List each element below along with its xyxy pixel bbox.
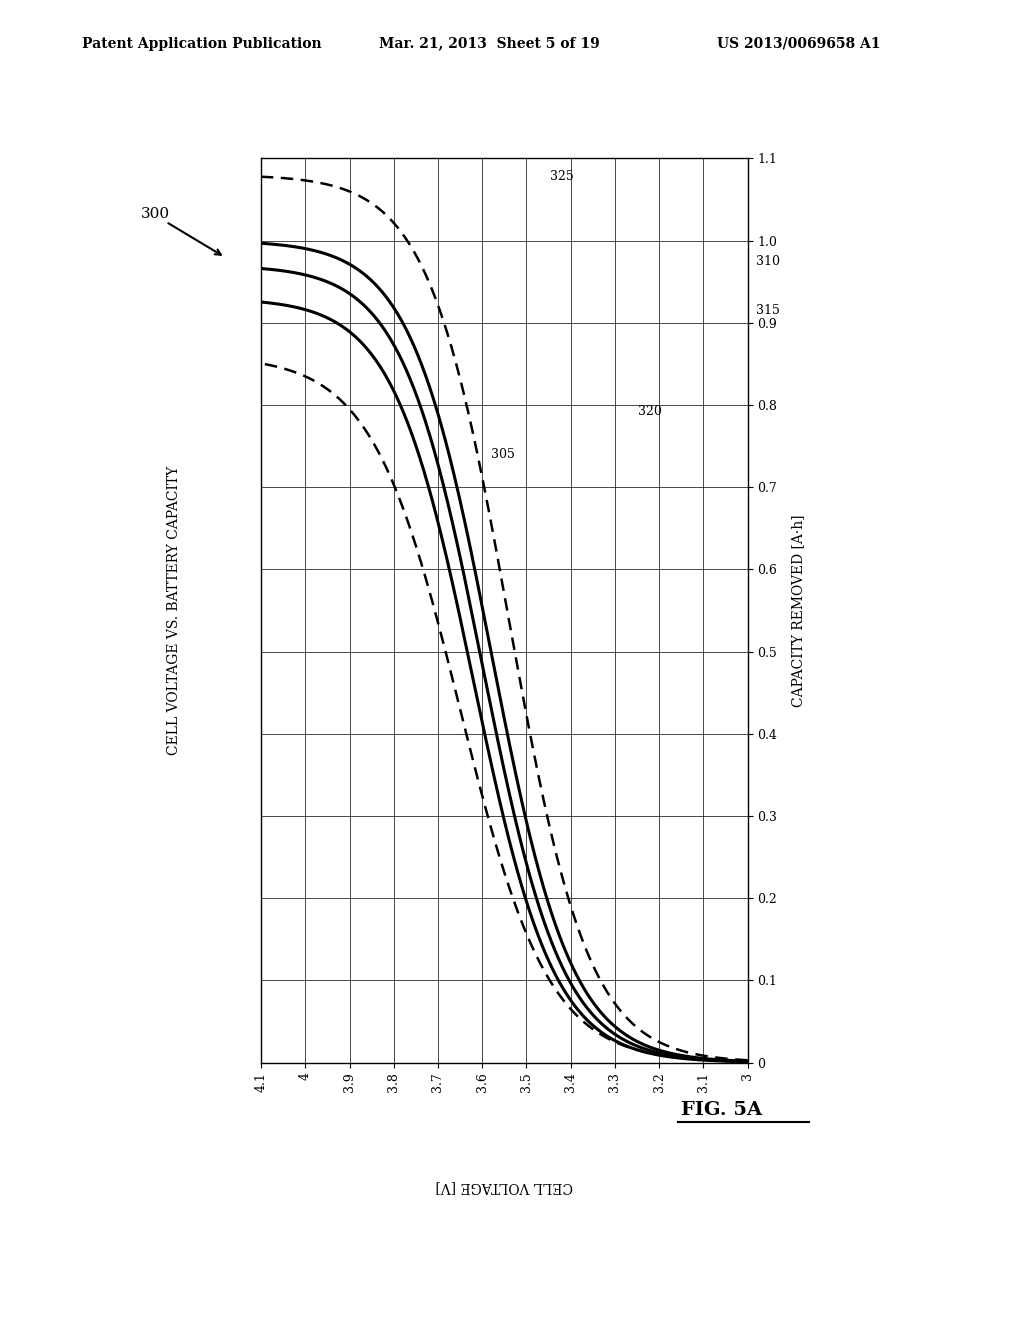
Text: 325: 325: [550, 170, 573, 183]
Text: CELL VOLTAGE VS. BATTERY CAPACITY: CELL VOLTAGE VS. BATTERY CAPACITY: [167, 466, 180, 755]
Text: 305: 305: [492, 447, 515, 461]
Text: 300: 300: [141, 207, 170, 220]
Text: 310: 310: [757, 255, 780, 268]
Text: Patent Application Publication: Patent Application Publication: [82, 37, 322, 50]
Text: 315: 315: [757, 304, 780, 317]
Text: Mar. 21, 2013  Sheet 5 of 19: Mar. 21, 2013 Sheet 5 of 19: [379, 37, 600, 50]
Text: US 2013/0069658 A1: US 2013/0069658 A1: [717, 37, 881, 50]
Text: FIG. 5A: FIG. 5A: [681, 1101, 762, 1119]
Text: CELL VOLTAGE [V]: CELL VOLTAGE [V]: [435, 1180, 573, 1195]
Y-axis label: CAPACITY REMOVED [A·h]: CAPACITY REMOVED [A·h]: [791, 515, 805, 706]
Text: 320: 320: [638, 405, 663, 418]
